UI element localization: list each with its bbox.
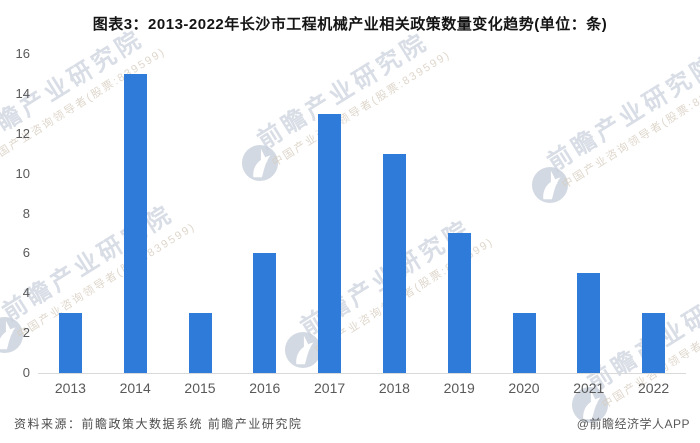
y-tick-label: 10 (15, 165, 30, 181)
bar-2021 (577, 273, 601, 373)
x-tick-label: 2020 (508, 380, 540, 396)
y-tick-label: 0 (22, 365, 30, 380)
x-tick-label: 2015 (184, 380, 216, 396)
bar-2019 (447, 233, 471, 373)
y-tick-label: 4 (22, 285, 30, 301)
plot-area: 0 2 4 6 8 10 12 14 16 2013 2014 2015 2016 2017 2018 201… (16, 46, 686, 396)
x-tick-label: 2014 (119, 380, 151, 396)
bar-2020 (512, 313, 536, 373)
x-tick-label: 2021 (573, 380, 605, 396)
x-tick-label: 2018 (378, 380, 410, 396)
bar-2016 (253, 253, 277, 373)
x-tick-label: 2022 (638, 380, 670, 396)
bar-2014 (123, 73, 147, 373)
x-tick-label: 2016 (249, 380, 281, 396)
attribution: @前瞻经济学人APP (576, 417, 690, 431)
chart-footer: 资料来源：前瞻政策大数据系统 前瞻产业研究院 @前瞻经济学人APP (14, 415, 690, 432)
bar-2013 (58, 313, 82, 373)
y-tick-label: 14 (15, 85, 30, 101)
y-tick-label: 2 (22, 325, 30, 341)
x-tick-label: 2013 (54, 380, 86, 396)
y-tick-label: 6 (22, 245, 30, 261)
bar-2017 (318, 113, 342, 373)
x-tick-label: 2017 (314, 380, 346, 396)
y-tick-label: 12 (15, 125, 30, 141)
bar-2018 (382, 153, 406, 373)
source-note: 资料来源：前瞻政策大数据系统 前瞻产业研究院 (14, 417, 303, 431)
y-tick-label: 8 (22, 205, 30, 221)
bar-2022 (642, 313, 666, 373)
bar-2015 (188, 313, 212, 373)
y-tick-label: 16 (15, 46, 30, 61)
x-tick-label: 2019 (443, 380, 475, 396)
chart-title: 图表3：2013-2022年长沙市工程机械产业相关政策数量变化趋势(单位：条) (92, 16, 608, 33)
